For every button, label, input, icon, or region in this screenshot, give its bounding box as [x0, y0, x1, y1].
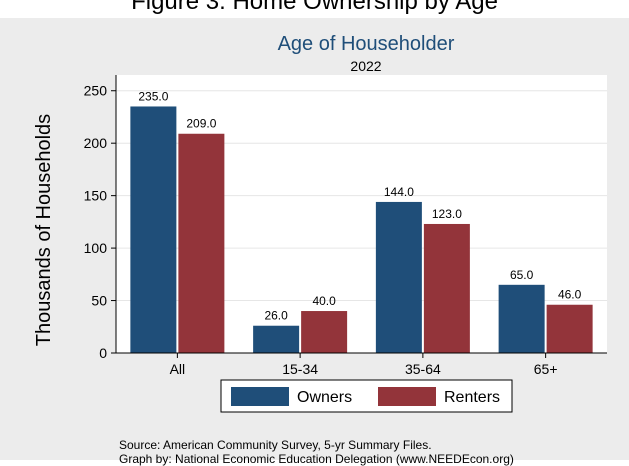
y-tick-label: 50: [91, 293, 107, 309]
bar-renters-All: [178, 133, 225, 353]
bars-layer: [130, 106, 593, 353]
data-label: 40.0: [312, 294, 336, 308]
y-axis-label: Thousands of Households: [33, 114, 55, 346]
data-label: 144.0: [384, 185, 414, 199]
data-label: 46.0: [558, 288, 582, 302]
x-tick-label: 15-34: [282, 361, 318, 377]
legend-label-owners: Owners: [297, 389, 352, 406]
y-tick-label: 150: [84, 188, 108, 204]
bar-renters-15-34: [301, 311, 348, 353]
data-labels-layer: 235.0 209.0 26.0 40.0 144.0 123.0 65.0 46.0: [138, 89, 581, 322]
legend-key-owners: [231, 387, 289, 406]
x-ticks-layer: All 15-34 35-64 65+: [170, 353, 558, 377]
data-label: 235.0: [138, 89, 168, 103]
x-tick-label: 65+: [534, 361, 558, 377]
bar-owners-65+: [498, 284, 545, 353]
legend-key-renters: [378, 387, 436, 406]
y-tick-label: 250: [84, 83, 108, 99]
y-tick-label: 200: [84, 135, 108, 151]
bar-owners-35-64: [375, 201, 422, 353]
y-tick-label: 0: [99, 345, 107, 361]
data-label: 123.0: [432, 207, 462, 221]
credit-note: Graph by: National Economic Education De…: [119, 452, 514, 466]
chart-svg: 235.0 209.0 26.0 40.0 144.0 123.0 65.0 46.0 0 50…: [33, 33, 607, 413]
y-tick-label: 100: [84, 240, 108, 256]
chart-subtitle: 2022: [350, 58, 381, 74]
bar-renters-65+: [546, 304, 593, 353]
data-label: 209.0: [186, 117, 216, 131]
chart-title: Age of Householder: [278, 33, 455, 55]
data-label: 26.0: [264, 309, 288, 323]
bar-owners-All: [130, 106, 177, 353]
legend-label-renters: Renters: [444, 389, 500, 406]
x-tick-label: 35-64: [405, 361, 441, 377]
source-note: Source: American Community Survey, 5-yr …: [119, 438, 432, 452]
data-label: 65.0: [510, 268, 534, 282]
bar-owners-15-34: [253, 325, 300, 353]
chart-panel: 235.0 209.0 26.0 40.0 144.0 123.0 65.0 46.0 0 50…: [0, 18, 629, 466]
legend-items: Owners Renters: [231, 387, 500, 406]
x-tick-label: All: [170, 361, 186, 377]
legend: Owners Renters: [220, 379, 513, 413]
figure-title: Figure 3: Home Ownership by Age: [131, 0, 498, 15]
bar-renters-35-64: [423, 223, 470, 353]
y-ticks-layer: 0 50 100 150 200 250: [84, 83, 116, 361]
